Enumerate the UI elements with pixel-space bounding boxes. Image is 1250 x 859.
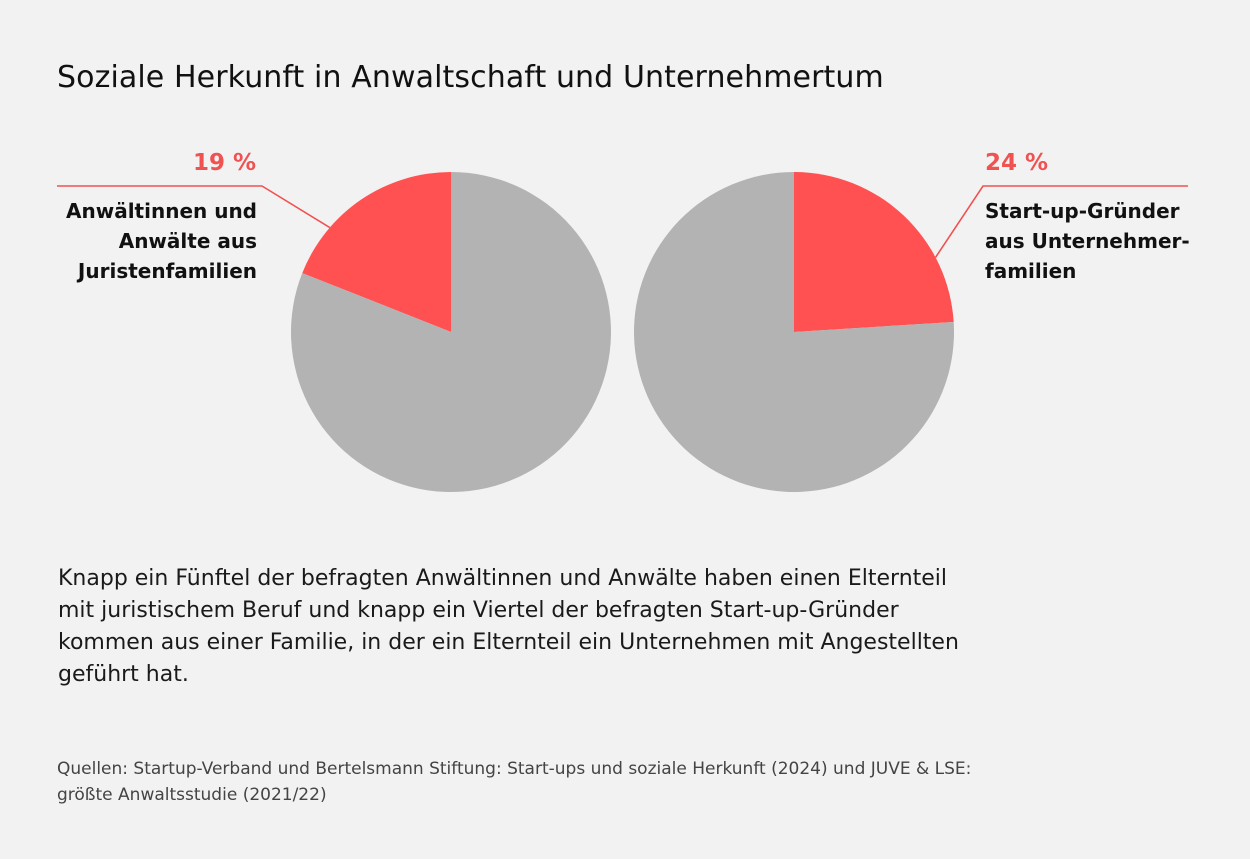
pie-chart-lawyers: [290, 172, 611, 492]
chart-title: Soziale Herkunft in Anwaltschaft und Unt…: [57, 60, 884, 95]
label-line: Anwälte aus: [118, 229, 257, 253]
label-line: Anwältinnen und: [66, 199, 257, 223]
label-line: aus Unternehmer-: [985, 229, 1190, 253]
category-label-lawyers: Anwältinnen und Anwälte aus Juristenfami…: [66, 196, 257, 286]
label-line: familien: [985, 259, 1077, 283]
leader-lines: [57, 185, 1188, 258]
pie-slice-highlight: [302, 172, 451, 332]
category-label-founders: Start-up-Gründer aus Unternehmer- famili…: [985, 196, 1190, 286]
label-line: Juristenfamilien: [77, 259, 257, 283]
source-note: Quellen: Startup-Verband und Bertelsmann…: [57, 756, 1177, 808]
pie-slice-rest: [290, 172, 611, 492]
description-line: mit juristischem Beruf und knapp ein Vie…: [58, 598, 899, 623]
description-line: Knapp ein Fünftel der befragten Anwältin…: [58, 566, 948, 591]
pie-chart-founders: [634, 172, 954, 493]
source-line: größte Anwaltsstudie (2021/22): [57, 785, 327, 805]
leader-line-founders: [934, 185, 1188, 258]
pie-slice-highlight: [794, 172, 954, 332]
leader-line-lawyers: [57, 185, 331, 229]
data-label-lawyers: 19 %: [192, 150, 256, 176]
description-line: kommen aus einer Familie, in der ein Elt…: [58, 630, 959, 655]
data-label-founders: 24 %: [985, 150, 1049, 176]
source-line: Quellen: Startup-Verband und Bertelsmann…: [57, 759, 972, 779]
description-text: Knapp ein Fünftel der befragten Anwältin…: [58, 563, 1158, 691]
pie-slice-rest: [634, 172, 954, 493]
description-line: geführt hat.: [58, 662, 189, 687]
label-line: Start-up-Gründer: [985, 199, 1180, 223]
